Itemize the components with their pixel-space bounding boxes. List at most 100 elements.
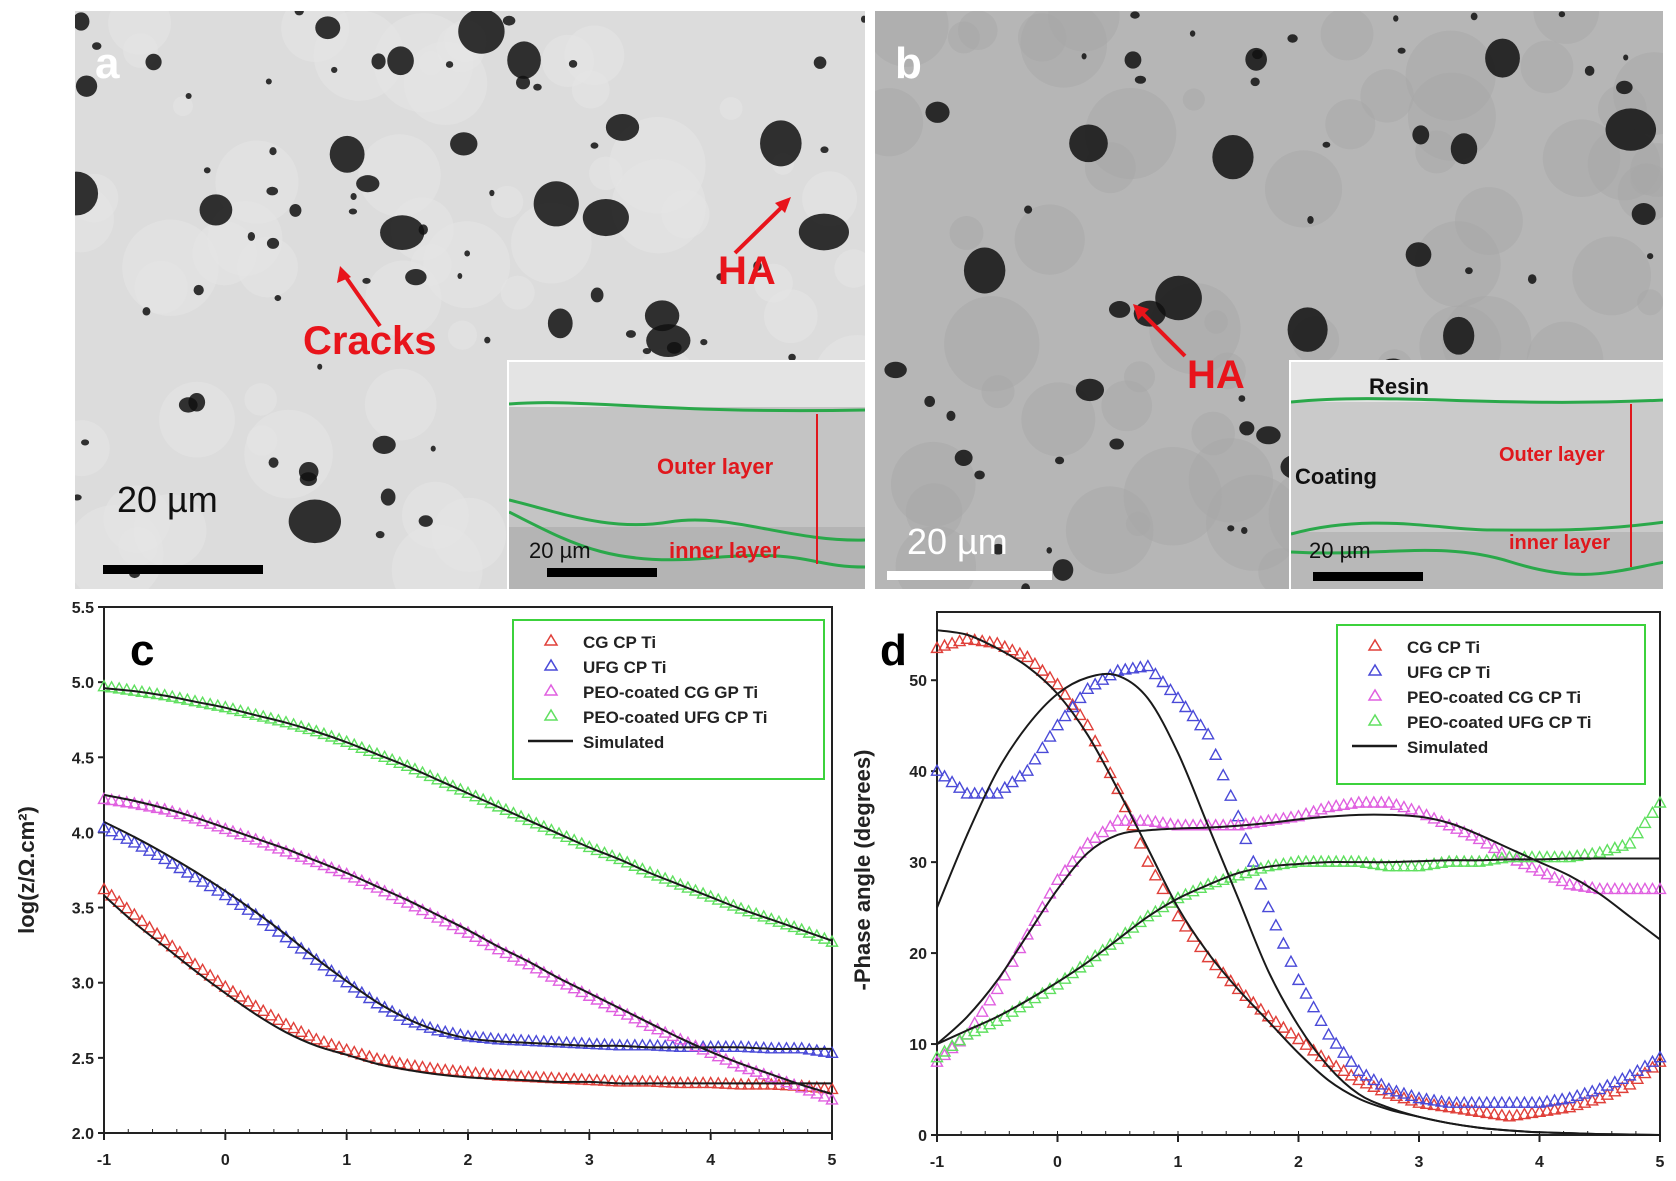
- arrow-ha-b: [1138, 309, 1187, 358]
- sem-grain: [1014, 204, 1085, 275]
- label-outer-layer-b: Outer layer: [1499, 444, 1605, 466]
- inner-boundary-line: [1291, 548, 1663, 576]
- sem-pore: [1021, 583, 1030, 589]
- data-point: [1638, 881, 1652, 895]
- sem-pore: [1485, 38, 1520, 78]
- sem-pore: [266, 186, 279, 196]
- sem-pore: [299, 472, 317, 487]
- data-point: [97, 679, 111, 692]
- sem-pore: [75, 171, 99, 216]
- data-point: [1419, 858, 1434, 871]
- data-point: [650, 1074, 665, 1087]
- sem-pore: [489, 189, 495, 197]
- data-point: [1178, 818, 1193, 831]
- data-point: [142, 920, 157, 933]
- cross-section-inset-a: Outer layer inner layer 20 µm: [507, 360, 865, 589]
- data-point: [582, 1036, 597, 1050]
- data-point: [567, 1072, 581, 1085]
- sem-pore: [1081, 53, 1087, 60]
- data-point: [1540, 1103, 1554, 1116]
- data-point: [930, 763, 944, 776]
- data-point: [339, 975, 354, 988]
- data-point: [1540, 867, 1554, 880]
- x-tick-label: 5: [828, 1152, 837, 1169]
- data-point: [1359, 795, 1373, 808]
- data-point: [1148, 814, 1163, 828]
- data-point: [1321, 1027, 1336, 1040]
- data-point: [1186, 709, 1200, 722]
- data-point: [1020, 763, 1035, 776]
- data-point: [1434, 1094, 1449, 1107]
- sem-grain: [491, 185, 524, 219]
- data-point: [453, 1027, 468, 1041]
- data-point: [1600, 881, 1614, 895]
- sem-pore: [430, 445, 436, 452]
- data-point: [590, 1037, 604, 1050]
- sem-pore: [1046, 547, 1053, 554]
- y-tick-label: 20: [909, 946, 927, 963]
- legend-label-simulated: Simulated: [583, 733, 664, 752]
- sem-pore: [860, 15, 865, 23]
- data-point: [1329, 1059, 1343, 1072]
- data-point: [1608, 881, 1622, 895]
- data-point: [612, 1074, 627, 1087]
- arrowhead-ha-b: [1133, 304, 1149, 320]
- sem-pore: [1250, 77, 1260, 87]
- simulated-line: [936, 857, 1660, 1045]
- data-point: [1570, 848, 1584, 862]
- legend-box: [1336, 624, 1646, 785]
- sem-grain: [510, 202, 592, 284]
- data-point: [195, 962, 210, 976]
- data-point: [605, 1074, 619, 1087]
- data-point: [1532, 1095, 1547, 1108]
- data-point: [112, 681, 126, 694]
- y-tick-label: 2.0: [72, 1126, 94, 1143]
- data-point: [1073, 708, 1087, 721]
- data-point: [1495, 851, 1509, 864]
- data-point: [983, 635, 997, 648]
- data-point: [1284, 855, 1298, 868]
- arrowhead-ha-a: [775, 197, 791, 213]
- data-point: [1028, 752, 1042, 765]
- sem-pore: [1405, 242, 1432, 267]
- arrow-ha-a: [733, 202, 787, 255]
- data-point: [597, 1073, 612, 1086]
- data-point: [1517, 1095, 1532, 1108]
- data-point: [1276, 1020, 1291, 1033]
- inner-boundary-line: [509, 510, 865, 569]
- data-point: [975, 786, 989, 799]
- sem-pore: [266, 237, 280, 249]
- sem-pore: [269, 147, 277, 156]
- sem-pore: [946, 410, 956, 421]
- data-point: [1065, 697, 1080, 710]
- data-point: [120, 795, 134, 808]
- sem-pore: [1307, 215, 1314, 224]
- data-point: [1615, 881, 1630, 895]
- data-point: [1171, 909, 1185, 922]
- data-point: [794, 1080, 809, 1093]
- data-point: [150, 847, 164, 861]
- legend-marker: [1367, 663, 1383, 676]
- sem-pore: [265, 78, 272, 85]
- data-point: [810, 1080, 824, 1093]
- data-point: [1050, 718, 1065, 731]
- sem-pore: [375, 531, 385, 539]
- data-point: [1058, 709, 1072, 722]
- data-point: [1465, 1103, 1479, 1116]
- data-point: [666, 1075, 680, 1088]
- simulated-line: [103, 821, 832, 1050]
- sem-pore: [380, 488, 396, 506]
- data-point: [1547, 870, 1562, 883]
- sem-pore: [1052, 559, 1074, 581]
- data-point: [1291, 854, 1306, 867]
- data-point: [1163, 682, 1178, 696]
- data-point: [241, 994, 255, 1007]
- legend-marker: [1367, 713, 1383, 726]
- data-point: [1065, 854, 1080, 867]
- data-point: [279, 1017, 293, 1030]
- x-tick-label: 4: [706, 1152, 715, 1169]
- sem-pore: [1623, 54, 1629, 61]
- data-point: [605, 1038, 619, 1051]
- data-point: [127, 907, 142, 920]
- data-point: [1050, 872, 1065, 886]
